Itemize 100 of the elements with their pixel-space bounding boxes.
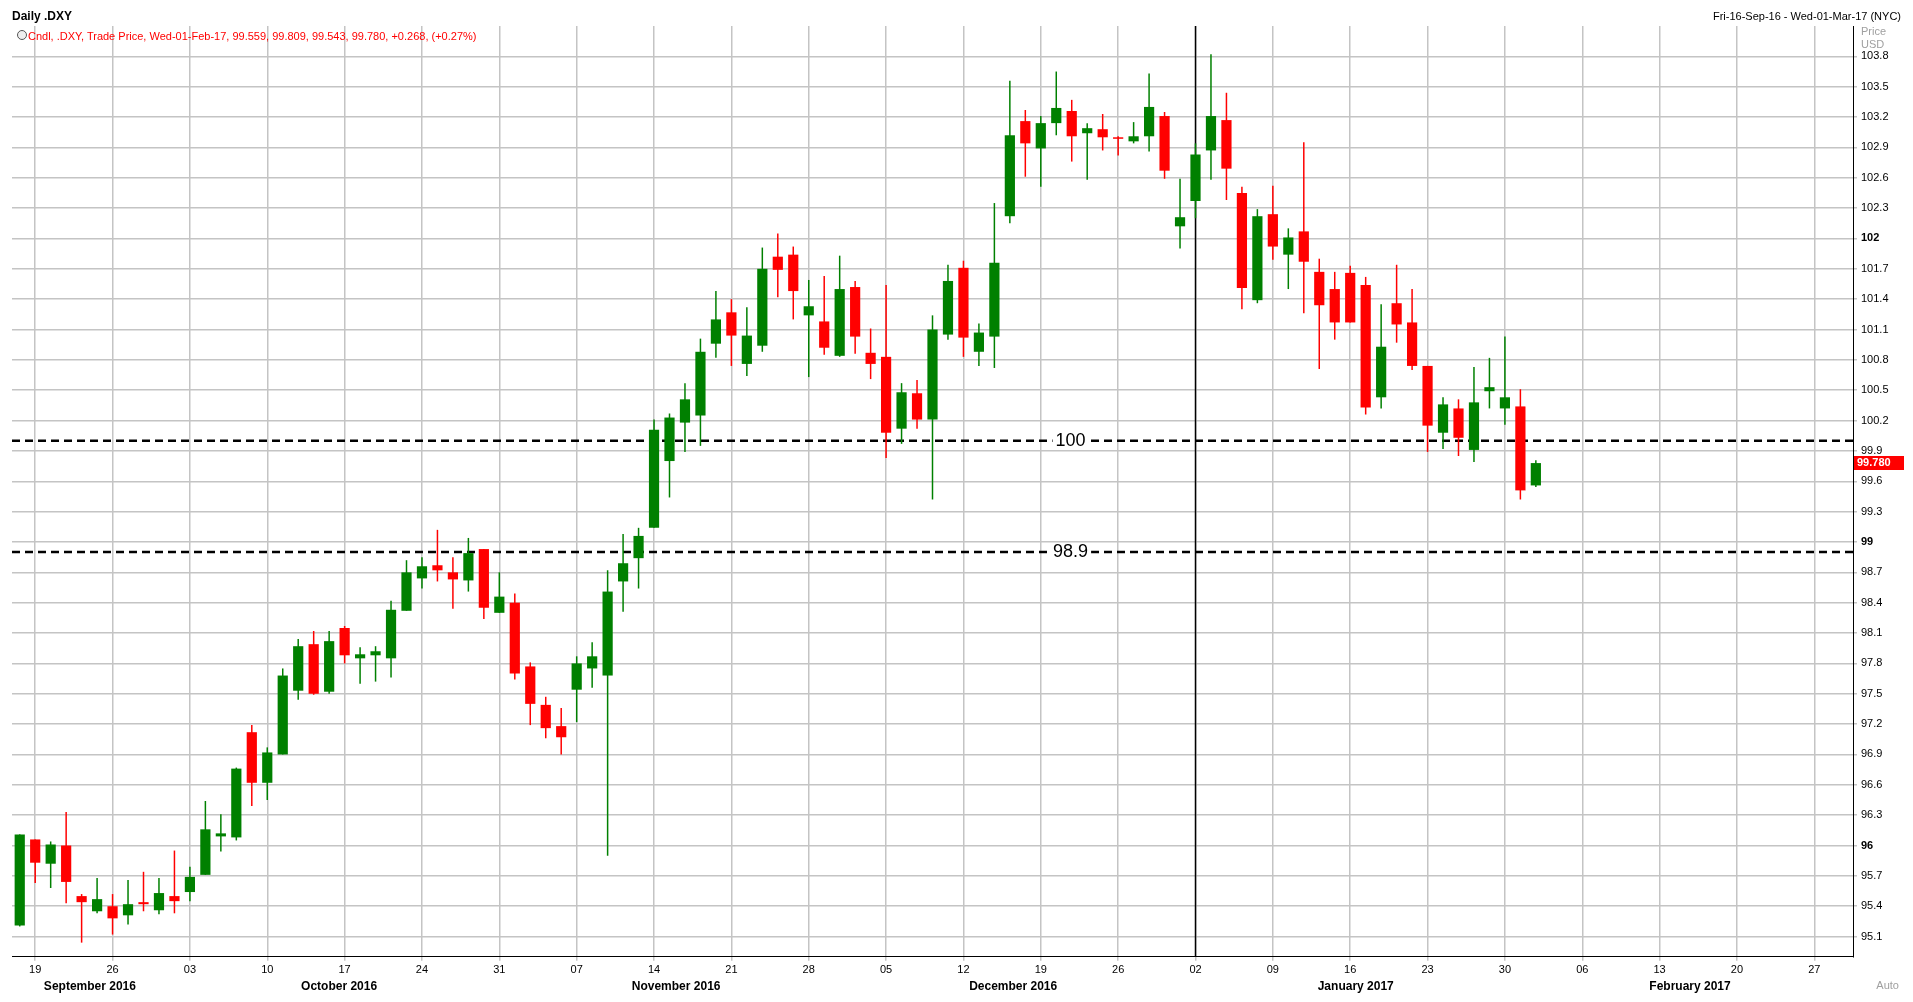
- candlestick: [679, 382, 691, 453]
- y-tick-label: 96: [1861, 838, 1874, 851]
- y-tick-label: 95.4: [1861, 899, 1883, 912]
- y-tick-label: 103.2: [1861, 110, 1889, 123]
- x-tick-label: 19: [29, 963, 42, 976]
- y-tick-label: 99.6: [1861, 474, 1883, 487]
- candlestick: [587, 641, 598, 689]
- y-tick-label: 98.7: [1861, 565, 1883, 578]
- y-tick-label: 97.5: [1861, 686, 1883, 699]
- ref-line-label: 100: [1055, 429, 1086, 450]
- y-tick-label: 102: [1861, 231, 1880, 244]
- x-tick-label: 30: [1498, 963, 1512, 976]
- text: November 2016: [631, 979, 721, 994]
- y-tick-label: 96.9: [1861, 747, 1883, 760]
- candlestick: [1082, 122, 1093, 181]
- candlestick: [122, 879, 134, 926]
- candlestick: [1174, 178, 1186, 250]
- chart-title: Daily .DXY: [12, 9, 73, 24]
- candlestick: [416, 556, 428, 590]
- candlestick: [169, 849, 180, 915]
- candlestick: [370, 645, 381, 683]
- candlestick: [803, 279, 814, 378]
- x-tick-label: 28: [802, 963, 815, 976]
- x-tick-label: 23: [1421, 963, 1434, 976]
- y-tick-label: 95.1: [1861, 929, 1883, 942]
- text: September 2016: [43, 979, 137, 994]
- y-tick-label: 96.6: [1861, 777, 1883, 790]
- text: December 2016: [969, 979, 1058, 994]
- candlestick: [91, 877, 103, 915]
- candlestick: [1499, 335, 1511, 426]
- y-tick-label: 98.4: [1861, 595, 1883, 608]
- y-tick-label: 102.6: [1861, 170, 1889, 183]
- candlestick: [556, 707, 567, 756]
- x-tick-label: 06: [1576, 963, 1589, 976]
- candlestick: [726, 298, 737, 367]
- ref-line-label: 98.9: [1053, 541, 1089, 562]
- x-tick-label: 02: [1189, 963, 1202, 976]
- x-tick-label: 03: [183, 963, 197, 976]
- x-tick-label: 19: [1034, 963, 1047, 976]
- x-tick-label: 26: [1112, 963, 1125, 976]
- x-tick-label: 09: [1266, 963, 1279, 976]
- text: Fri-16-Sep-16 - Wed-01-Mar-17 (NYC): [1712, 10, 1901, 23]
- candlestick: [45, 840, 56, 889]
- y-tick-label: 100.8: [1861, 352, 1889, 365]
- x-tick-label: 17: [338, 963, 351, 976]
- candlestick: [1391, 264, 1402, 344]
- y-tick-label: 100.5: [1861, 383, 1889, 396]
- text: January 2017: [1317, 979, 1395, 994]
- y-tick-label: 100.2: [1861, 413, 1889, 426]
- y-tick-label: 101.1: [1861, 322, 1889, 335]
- candlestick: [30, 838, 41, 884]
- x-tick-label: 12: [957, 963, 970, 976]
- text: February 2017: [1649, 979, 1732, 994]
- text: 99.780: [1857, 456, 1891, 469]
- y-tick-label: 99.9: [1861, 443, 1883, 456]
- candlestick: [1484, 357, 1495, 410]
- text: October 2016: [301, 979, 378, 994]
- y-tick-label: 97.2: [1861, 717, 1883, 730]
- candlestick: [184, 866, 196, 902]
- y-tick-label: 96.3: [1861, 808, 1883, 821]
- candlestick: [1051, 70, 1062, 137]
- candlestick: [107, 893, 118, 936]
- y-tick-label: 98.1: [1861, 626, 1883, 639]
- x-tick-label: 21: [725, 963, 738, 976]
- x-tick-label: 10: [261, 963, 274, 976]
- candlestick: [1020, 109, 1031, 178]
- candlestick: [540, 696, 551, 740]
- candlestick: [153, 877, 165, 916]
- text: Auto: [1876, 979, 1899, 992]
- x-tick-label: 27: [1808, 963, 1821, 976]
- y-tick-label: 102.9: [1861, 140, 1889, 153]
- y-tick-label: 99: [1861, 535, 1874, 548]
- candlestick: [1128, 121, 1139, 145]
- y-tick-label: 101.4: [1861, 292, 1889, 305]
- candlestick: [447, 556, 459, 610]
- candlestick: [138, 871, 149, 913]
- y-tick-label: 103.8: [1861, 49, 1889, 62]
- x-tick-label: 07: [570, 963, 583, 976]
- candlestick: [772, 232, 783, 298]
- y-axis-title: Price USD: [1861, 25, 1887, 51]
- y-tick-label: 97.8: [1861, 656, 1883, 669]
- y-tick-label: 101.7: [1861, 261, 1889, 274]
- candlestick: [432, 529, 443, 583]
- candlestick: [633, 527, 644, 590]
- candlestick: [76, 893, 87, 944]
- candlestick: [617, 533, 629, 613]
- x-tick-label: 20: [1730, 963, 1744, 976]
- x-tick-label: 05: [879, 963, 893, 976]
- x-tick-label: 31: [493, 963, 506, 976]
- candlestick: [973, 322, 985, 367]
- x-tick-label: 14: [647, 963, 661, 976]
- candlestick: [1283, 227, 1294, 290]
- x-tick-label: 26: [106, 963, 119, 976]
- y-tick-label: 102.3: [1861, 201, 1889, 214]
- y-tick-label: 95.7: [1861, 868, 1883, 881]
- chart-subtitle: Cndl, .DXY, Trade Price, Wed-01-Feb-17, 99.559, 99.809, 99.543, 99.780, +0.268, (+0.27%): [28, 30, 477, 43]
- x-tick-label: 13: [1653, 963, 1666, 976]
- candlestick: [215, 813, 226, 853]
- x-tick-label: 24: [415, 963, 429, 976]
- candlestick: [865, 327, 876, 380]
